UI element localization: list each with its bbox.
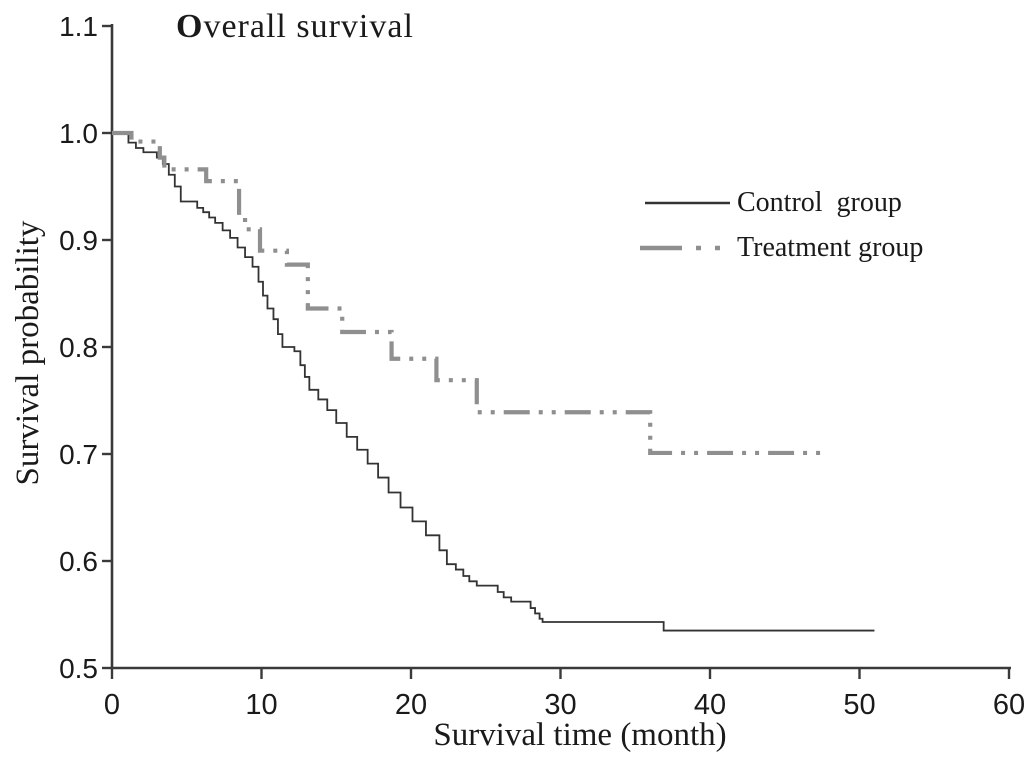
control-curve <box>112 132 875 632</box>
y-tick-label: 0.8 <box>59 332 98 363</box>
y-tick-label: 0.6 <box>59 546 98 577</box>
y-tick-label: 0.9 <box>59 225 98 256</box>
y-tick-label: 1.0 <box>59 118 98 149</box>
x-tick-label: 50 <box>843 689 875 721</box>
y-tick-label: 0.5 <box>59 653 98 684</box>
chart-title: Overall survival <box>176 8 414 45</box>
y-tick-label: 0.7 <box>59 439 98 470</box>
legend-label-control: Control group <box>737 187 902 218</box>
x-tick-label: 40 <box>694 689 726 721</box>
treatment-curve <box>112 130 821 456</box>
legend-label-treatment: Treatment group <box>737 232 924 263</box>
y-axis-title: Survival probability <box>10 220 46 486</box>
x-tick-label: 60 <box>993 689 1025 721</box>
x-tick-label: 0 <box>104 689 120 721</box>
x-tick-label: 30 <box>544 689 576 721</box>
x-axis-title: Survival time (month) <box>433 717 727 753</box>
x-tick-label: 10 <box>245 689 277 721</box>
y-tick-label: 1.1 <box>59 11 98 42</box>
x-tick-label: 20 <box>395 689 427 721</box>
